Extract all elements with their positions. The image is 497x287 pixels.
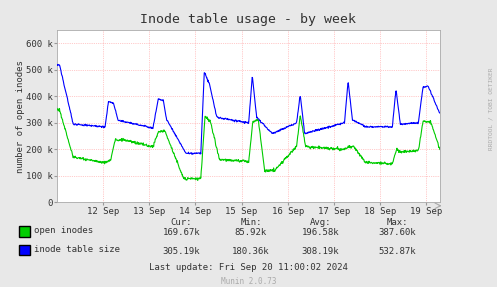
Text: Munin 2.0.73: Munin 2.0.73 bbox=[221, 277, 276, 286]
Text: 196.58k: 196.58k bbox=[302, 228, 339, 237]
Text: 180.36k: 180.36k bbox=[232, 247, 270, 256]
Text: Cur:: Cur: bbox=[170, 218, 192, 227]
Text: 308.19k: 308.19k bbox=[302, 247, 339, 256]
Text: 169.67k: 169.67k bbox=[163, 228, 200, 237]
Text: Max:: Max: bbox=[387, 218, 409, 227]
Text: Avg:: Avg: bbox=[310, 218, 331, 227]
Text: 532.87k: 532.87k bbox=[379, 247, 416, 256]
Text: Inode table usage - by week: Inode table usage - by week bbox=[141, 13, 356, 26]
Text: 85.92k: 85.92k bbox=[235, 228, 267, 237]
Text: 305.19k: 305.19k bbox=[163, 247, 200, 256]
Text: RRDTOOL / TOBI OETIKER: RRDTOOL / TOBI OETIKER bbox=[489, 68, 494, 150]
Text: Last update: Fri Sep 20 11:00:02 2024: Last update: Fri Sep 20 11:00:02 2024 bbox=[149, 263, 348, 272]
Y-axis label: number of open inodes: number of open inodes bbox=[16, 60, 25, 173]
Text: open inodes: open inodes bbox=[34, 226, 93, 235]
Text: 387.60k: 387.60k bbox=[379, 228, 416, 237]
Text: inode table size: inode table size bbox=[34, 245, 120, 254]
Text: Min:: Min: bbox=[240, 218, 262, 227]
